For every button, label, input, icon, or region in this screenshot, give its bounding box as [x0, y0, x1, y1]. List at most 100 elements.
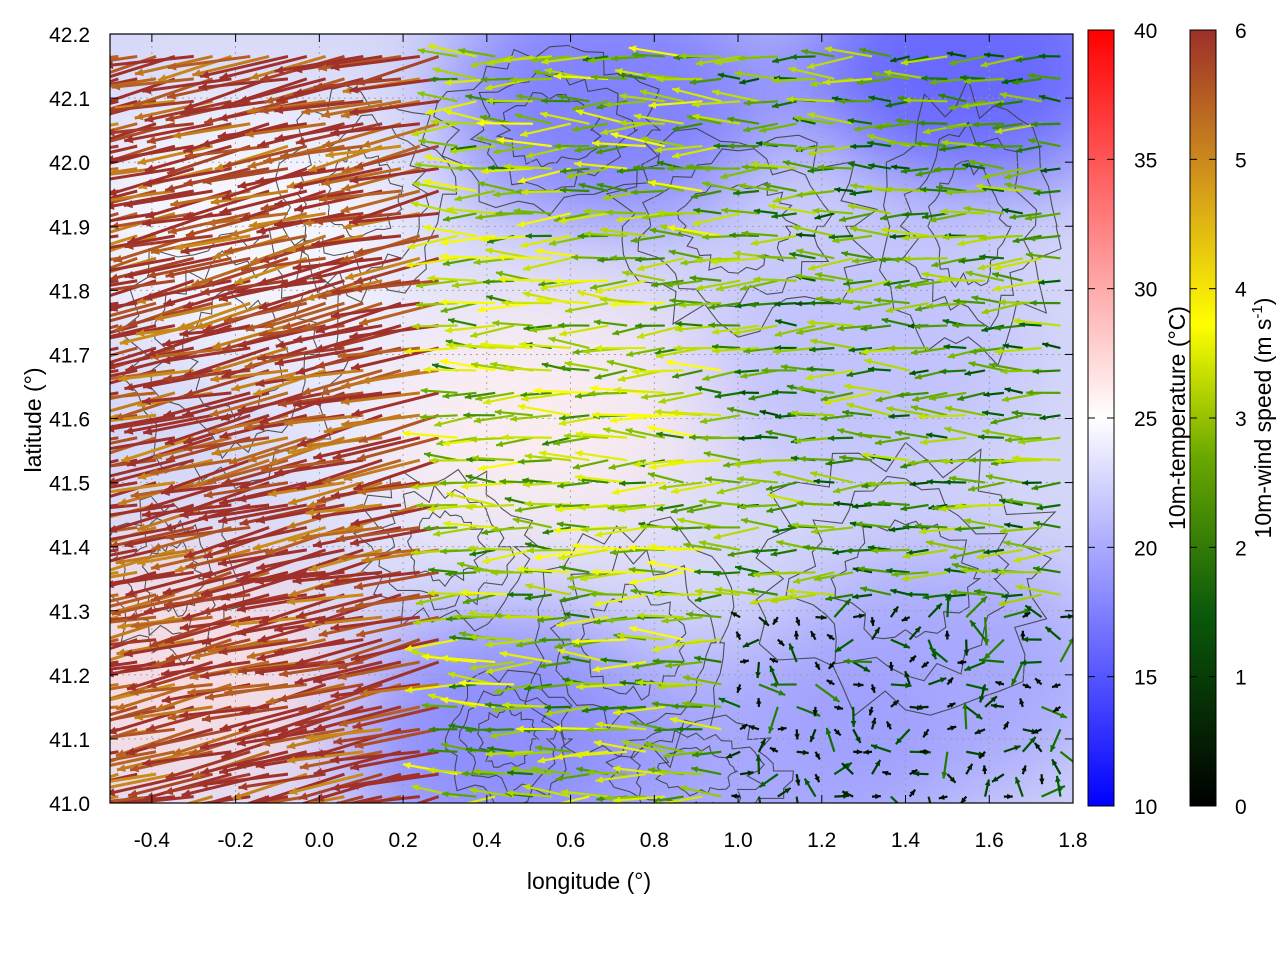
wind-vector — [940, 208, 986, 215]
wind-vector — [619, 93, 665, 103]
wind-vector — [843, 658, 873, 665]
temperature-region-9 — [609, 640, 950, 803]
wind-vector — [541, 97, 571, 104]
wind-vector — [110, 525, 176, 542]
wind-vector — [1011, 77, 1042, 86]
wind-vector — [929, 646, 949, 663]
wind-vector — [702, 165, 741, 172]
wind-vector — [595, 145, 628, 155]
wind-vector — [689, 77, 722, 86]
wind-vector — [749, 593, 797, 606]
wind-vector — [503, 163, 552, 171]
wind-vector — [1013, 548, 1061, 563]
wind-vector — [1004, 387, 1024, 394]
wind-vector — [675, 320, 703, 327]
wind-vector — [1033, 520, 1061, 529]
wind-vector — [823, 391, 873, 406]
wind-vector — [340, 391, 421, 406]
wind-vector — [937, 276, 986, 284]
wind-vector — [618, 480, 646, 487]
wind-vector — [703, 450, 741, 462]
wind-vector — [964, 369, 986, 376]
wind-vector — [218, 638, 308, 656]
wind-vector — [123, 638, 213, 658]
wind-vector — [791, 522, 835, 529]
wind-vector — [480, 167, 533, 175]
wind-vector — [330, 570, 421, 586]
wind-vector — [224, 682, 307, 697]
wind-vector — [430, 118, 477, 126]
wind-vector — [541, 55, 590, 65]
wind-vector — [751, 548, 778, 555]
wind-vector — [750, 161, 797, 170]
wind-vector — [1010, 661, 1024, 686]
wind-vector — [557, 481, 590, 489]
wind-vector — [669, 716, 722, 731]
wind-vector — [330, 615, 421, 632]
wind-vector — [354, 727, 439, 749]
wind-vector — [994, 346, 1042, 355]
wind-vector — [594, 526, 647, 538]
wind-vector — [890, 699, 900, 708]
wind-vector — [458, 47, 496, 58]
wind-vector — [965, 705, 983, 720]
wind-vector — [798, 455, 835, 463]
wind-vector — [853, 302, 892, 311]
wind-vector — [1020, 659, 1042, 666]
wind-vector — [846, 369, 873, 378]
colorbar-tick-label: 40 — [1134, 20, 1157, 43]
wind-vector — [110, 189, 176, 202]
wind-vector — [730, 611, 741, 619]
wind-vector — [493, 683, 534, 695]
wind-vector — [427, 589, 477, 597]
wind-vector — [292, 256, 383, 272]
wind-vector — [909, 369, 929, 376]
wind-vector — [333, 727, 421, 746]
wind-vector — [573, 160, 628, 170]
wind-vector — [890, 55, 910, 63]
wind-vector — [658, 768, 703, 776]
y-tick-label: 42.0 — [49, 152, 90, 175]
wind-vector — [349, 772, 439, 790]
wind-vector — [789, 251, 816, 260]
wind-vector — [311, 391, 402, 407]
wind-vector — [909, 768, 918, 776]
wind-vector — [757, 253, 797, 260]
wind-vector — [763, 182, 797, 193]
wind-vector — [343, 458, 421, 482]
wind-vector — [558, 365, 590, 372]
wind-vector — [522, 257, 571, 272]
wind-vector — [181, 391, 270, 418]
wind-vector — [1038, 94, 1061, 103]
wind-vector — [243, 413, 326, 431]
wind-vector — [487, 745, 515, 753]
wind-vector — [734, 565, 760, 574]
wind-vector — [274, 458, 364, 477]
wind-vector — [667, 459, 722, 467]
wind-vector — [110, 772, 176, 789]
wind-vector — [594, 279, 647, 295]
wind-vector — [870, 684, 876, 694]
wind-vector — [796, 385, 835, 394]
wind-speed-colorbar: 0 1 2 3 4 5 6 10m-wind speed (m s-1) — [1189, 20, 1276, 819]
wind-vector — [944, 405, 986, 417]
wind-vector — [868, 706, 874, 716]
wind-vector — [274, 346, 364, 367]
wind-vector — [593, 319, 628, 327]
wind-vector — [332, 436, 421, 461]
wind-vector — [443, 109, 496, 125]
wind-vector — [832, 234, 873, 244]
y-tick-label: 42.2 — [49, 24, 90, 47]
colorbar-tick-label: 6 — [1235, 20, 1247, 43]
wind-vector — [595, 721, 647, 731]
wind-vector — [964, 660, 986, 672]
wind-vector — [203, 481, 289, 499]
wind-vector — [495, 436, 534, 448]
wind-vector — [871, 793, 881, 800]
wind-vector — [999, 526, 1042, 535]
wind-vector — [501, 433, 552, 441]
wind-vector — [1004, 436, 1042, 444]
wind-vector — [592, 139, 646, 148]
wind-vector — [110, 54, 138, 62]
wind-vector — [221, 458, 308, 486]
